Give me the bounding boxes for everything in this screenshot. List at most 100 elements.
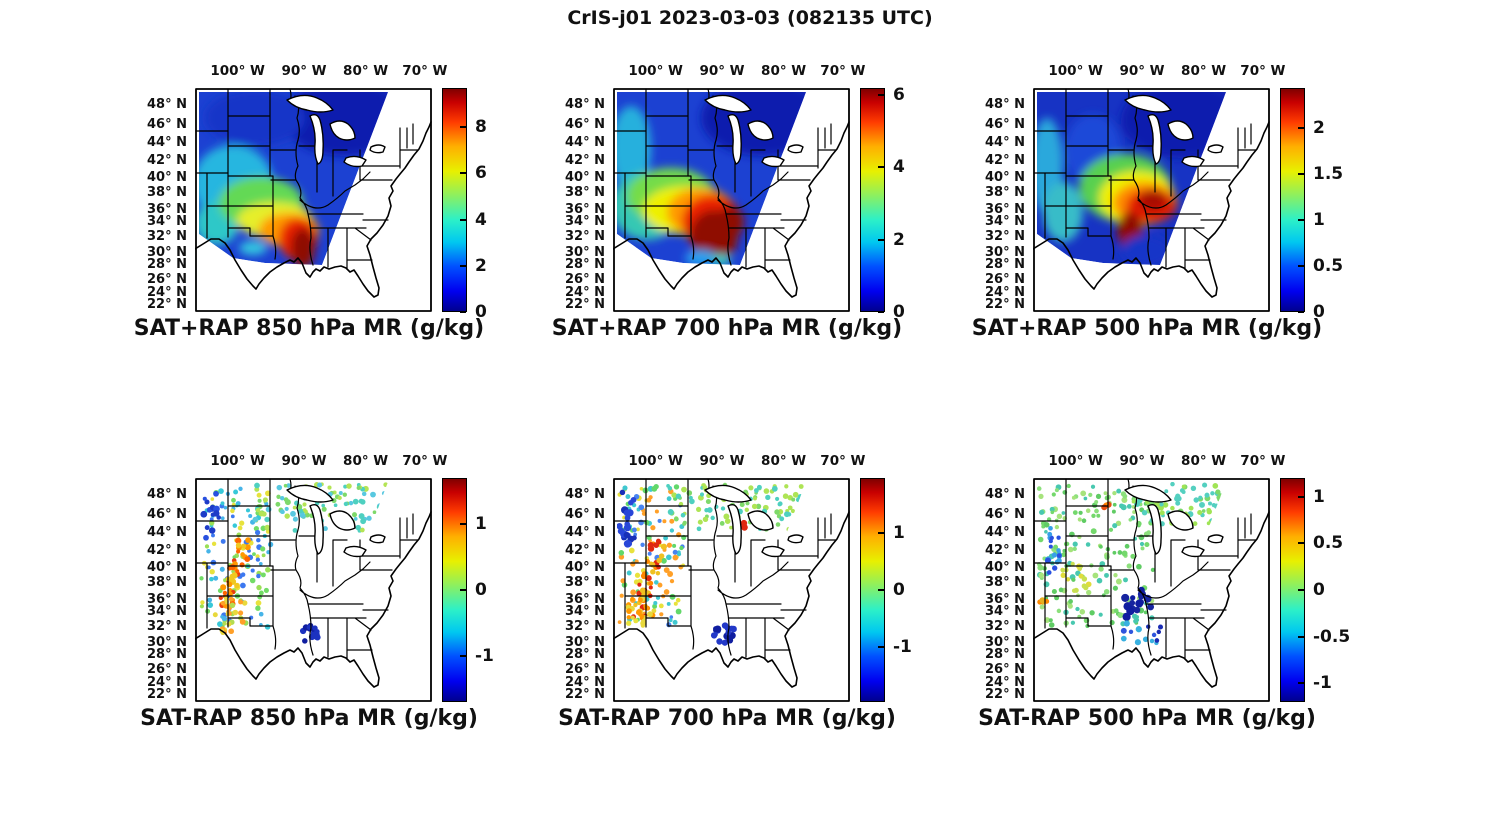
- lon-tick-label: 70° W: [402, 63, 448, 79]
- lat-tick-label: 28° N: [565, 256, 605, 272]
- lat-tick-label: 32° N: [147, 228, 187, 244]
- lat-tick-label: 44° N: [147, 134, 187, 150]
- lon-tick-label: 70° W: [820, 453, 866, 469]
- lat-tick-label: 22° N: [147, 687, 187, 703]
- lat-tick-label: 30° N: [147, 245, 187, 261]
- lat-tick-label: 46° N: [985, 506, 1025, 522]
- colorbar-tick: [878, 531, 884, 534]
- lat-tick-label: 26° N: [985, 661, 1025, 677]
- map-diff850: [195, 478, 432, 702]
- lat-tick-label: 22° N: [147, 297, 187, 313]
- colorbar-tick-label: -1: [1313, 673, 1332, 694]
- lon-tick-label: 90° W: [1119, 453, 1165, 469]
- lat-tick-label: 28° N: [985, 256, 1025, 272]
- lat-tick-label: 34° N: [147, 603, 187, 619]
- colorbar-tick: [1298, 542, 1304, 545]
- lat-tick-label: 22° N: [565, 297, 605, 313]
- lat-tick-label: 38° N: [147, 185, 187, 201]
- lat-tick-label: 26° N: [565, 661, 605, 677]
- map-svg-sum850: [195, 88, 432, 312]
- map-svg-diff850: [195, 478, 432, 702]
- map-diff500: [1033, 478, 1270, 702]
- panel-caption-sum700: SAT+RAP 700 hPa MR (g/kg): [551, 316, 903, 341]
- lat-tick-label: 36° N: [985, 202, 1025, 218]
- lat-tick-label: 44° N: [985, 134, 1025, 150]
- lat-tick-label: 42° N: [147, 153, 187, 169]
- colorbar-tick-label: 8: [475, 117, 487, 138]
- lon-tick-label: 100° W: [210, 453, 265, 469]
- lat-tick-label: 42° N: [147, 543, 187, 559]
- colorbar-tick: [1298, 264, 1304, 267]
- colorbar-tick-label: 1.5: [1313, 163, 1344, 184]
- lat-tick-label: 32° N: [565, 228, 605, 244]
- colorbar-sum700: [860, 88, 885, 312]
- colorbar-tick-label: 0: [475, 302, 487, 322]
- lon-tick-label: 90° W: [281, 453, 327, 469]
- lat-tick-label: 36° N: [985, 592, 1025, 608]
- colorbar-tick-label: -1: [893, 637, 912, 658]
- colorbar-tick: [1298, 311, 1304, 313]
- colorbar-tick-label: 0: [1313, 302, 1325, 322]
- lat-tick-label: 38° N: [985, 575, 1025, 591]
- lat-tick-label: 32° N: [985, 618, 1025, 634]
- lat-tick-label: 46° N: [985, 116, 1025, 132]
- lon-tick-label: 90° W: [281, 63, 327, 79]
- lat-tick-label: 44° N: [565, 134, 605, 150]
- colorbar-tick-label: 0.5: [1313, 255, 1344, 276]
- lon-tick-label: 80° W: [761, 453, 807, 469]
- lat-tick-label: 48° N: [985, 487, 1025, 503]
- lat-tick-label: 46° N: [147, 116, 187, 132]
- colorbar-tick: [1298, 635, 1304, 638]
- lat-tick-label: 26° N: [147, 661, 187, 677]
- lat-tick-label: 24° N: [565, 674, 605, 690]
- colorbar-tick-label: 2: [893, 229, 905, 250]
- colorbar-tick: [460, 172, 466, 175]
- panel-caption-sum850: SAT+RAP 850 hPa MR (g/kg): [133, 316, 485, 341]
- lon-tick-label: 100° W: [1048, 453, 1103, 469]
- lon-tick-label: 80° W: [1181, 453, 1227, 469]
- lat-tick-label: 30° N: [565, 245, 605, 261]
- lat-tick-label: 36° N: [147, 202, 187, 218]
- lon-tick-label: 80° W: [343, 453, 389, 469]
- lon-tick-label: 70° W: [820, 63, 866, 79]
- map-sum700: [613, 88, 850, 312]
- colorbar-tick-label: 4: [893, 157, 905, 178]
- colorbar-tick: [878, 238, 884, 241]
- lat-tick-label: 48° N: [565, 97, 605, 113]
- lon-tick-label: 100° W: [1048, 63, 1103, 79]
- colorbar-tick: [1298, 172, 1304, 175]
- colorbar-tick-label: 2: [475, 255, 487, 276]
- lon-tick-label: 70° W: [1240, 63, 1286, 79]
- panel-sum500: 100° W 90° W 80° W 70° W 48° N 46° N 44° N 42° …: [955, 54, 1375, 350]
- lat-tick-label: 40° N: [985, 560, 1025, 576]
- lat-tick-label: 38° N: [985, 185, 1025, 201]
- colorbar-tick: [1298, 495, 1304, 498]
- lat-tick-label: 44° N: [565, 524, 605, 540]
- figure-title: CrIS-j01 2023-03-03 (082135 UTC): [567, 7, 933, 29]
- lat-tick-label: 30° N: [147, 635, 187, 651]
- panel-diff500: 100° W 90° W 80° W 70° W 48° N 46° N 44° N 42° …: [955, 444, 1375, 740]
- lat-tick-label: 28° N: [985, 646, 1025, 662]
- colorbar-tick: [460, 589, 466, 591]
- lat-tick-label: 30° N: [985, 245, 1025, 261]
- lon-tick-label: 90° W: [699, 63, 745, 79]
- lat-tick-label: 38° N: [147, 575, 187, 591]
- lon-tick-label: 70° W: [402, 453, 448, 469]
- lat-tick-label: 40° N: [565, 170, 605, 186]
- colorbar-tick: [878, 94, 884, 97]
- colorbar-tick: [460, 654, 466, 657]
- colorbar-tick-label: 1: [475, 514, 487, 535]
- colorbar-tick-label: -0.5: [1313, 626, 1351, 647]
- lat-tick-label: 26° N: [147, 271, 187, 287]
- panel-sum850: 100° W 90° W 80° W 70° W 48° N 46° N 44° N 42° …: [117, 54, 537, 350]
- lat-tick-label: 26° N: [565, 271, 605, 287]
- colorbar-tick-label: 6: [475, 163, 487, 184]
- lat-tick-label: 24° N: [985, 674, 1025, 690]
- lon-tick-label: 100° W: [210, 63, 265, 79]
- colorbar-tick-label: 6: [893, 85, 905, 106]
- lon-tick-label: 80° W: [1181, 63, 1227, 79]
- lat-tick-label: 34° N: [985, 213, 1025, 229]
- panel-diff700: 100° W 90° W 80° W 70° W 48° N 46° N 44° N 42° …: [535, 444, 955, 740]
- lat-tick-label: 42° N: [565, 153, 605, 169]
